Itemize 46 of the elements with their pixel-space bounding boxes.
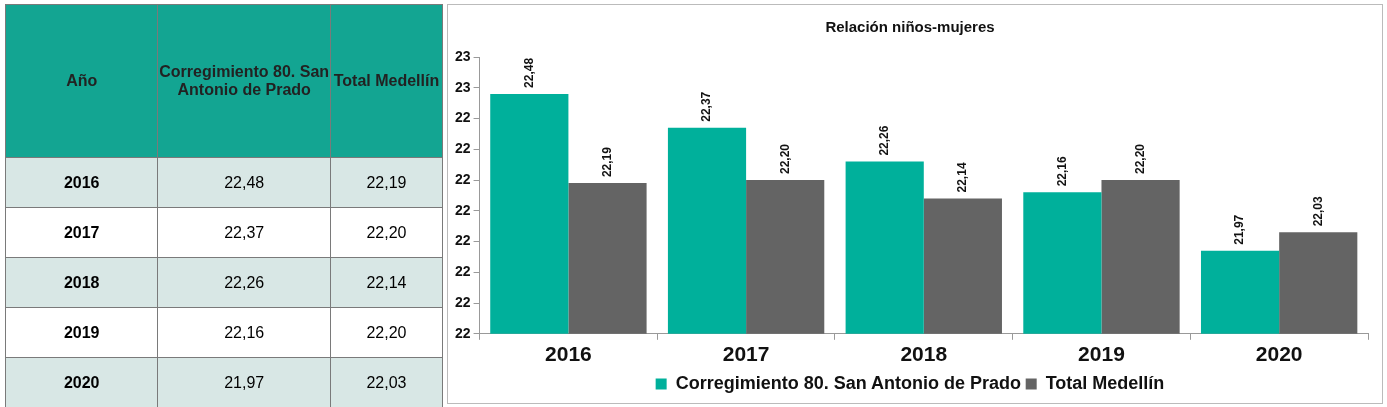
data-label: 22,20 xyxy=(1132,143,1147,175)
data-label: 22,48 xyxy=(521,57,536,88)
text: 22,16 xyxy=(224,323,265,341)
y-tick-label: 22 xyxy=(454,201,471,218)
y-tick-label: 22 xyxy=(454,324,471,341)
data-label: 21,97 xyxy=(1232,214,1247,245)
x-tick-label: 2016 xyxy=(545,342,592,366)
x-tick-label: 2020 xyxy=(1255,342,1303,366)
text: 22,48 xyxy=(224,173,265,191)
text: Año xyxy=(5,4,158,158)
y-tick-label: 23 xyxy=(454,78,471,95)
text: 22,20 xyxy=(366,323,407,341)
text: Total Medellín xyxy=(333,72,440,89)
text: 21,97 xyxy=(224,373,265,391)
data-label: 22,14 xyxy=(955,162,970,193)
text: 22,03 xyxy=(366,373,407,391)
y-tick-label: 22 xyxy=(454,293,471,310)
category-label: 2020 xyxy=(63,373,100,391)
y-tick-label: 22 xyxy=(454,263,471,280)
category-label: 2016 xyxy=(63,173,100,191)
legend-label: Total Medellín xyxy=(1045,372,1165,393)
y-tick-label: 22 xyxy=(454,109,471,126)
data-label: 22,16 xyxy=(1054,155,1069,187)
chart-title: Relación niños-mujeres xyxy=(825,18,995,36)
x-tick-label: 2018 xyxy=(900,342,948,366)
text: 22,14 xyxy=(366,273,407,291)
category-label: 2017 xyxy=(63,223,100,241)
text: 22,26 xyxy=(224,273,265,291)
y-tick-label: 22 xyxy=(454,140,471,157)
category-label: 2019 xyxy=(63,323,100,341)
data-label: 22,37 xyxy=(699,91,714,122)
data-label: 22,26 xyxy=(877,125,892,156)
data-label: 22,19 xyxy=(599,146,614,178)
data-label: 22,03 xyxy=(1310,195,1325,227)
legend-label: Corregimiento 80. San Antonio de Prado xyxy=(675,372,1022,393)
text: 22,37 xyxy=(224,223,265,241)
category-label: 2018 xyxy=(63,273,100,291)
y-tick-label: 23 xyxy=(454,47,471,64)
data-label: 22,20 xyxy=(777,143,792,175)
x-tick-label: 2019 xyxy=(1078,342,1125,366)
x-tick-label: 2017 xyxy=(722,342,770,366)
y-tick-label: 22 xyxy=(454,170,471,187)
text: Corregimiento 80. San Antonio de Prado xyxy=(159,63,330,98)
y-tick-label: 22 xyxy=(454,232,471,249)
text: 22,19 xyxy=(366,173,407,191)
text: 22,20 xyxy=(366,223,407,241)
